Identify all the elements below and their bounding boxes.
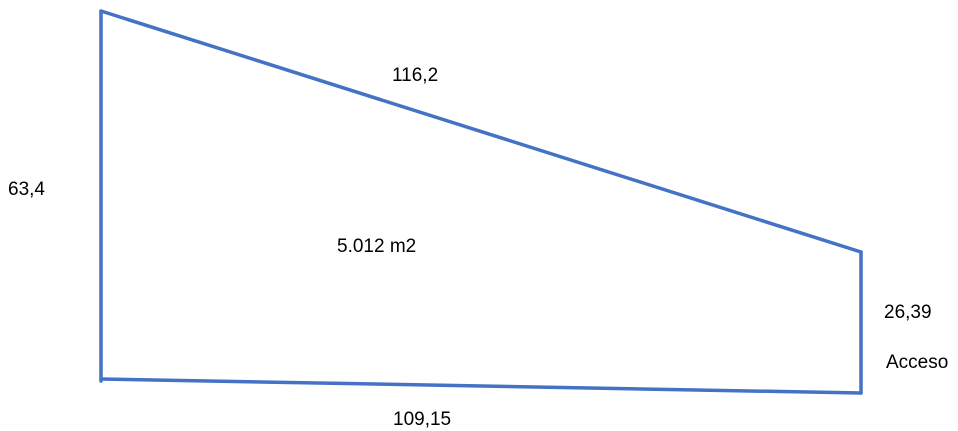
plot-outline [99, 9, 863, 395]
side-bottom-length-label: 109,15 [393, 409, 451, 430]
plot-side-top [99, 9, 863, 254]
side-right-length-label: 26,39 [884, 302, 932, 323]
area-label: 5.012 m2 [337, 236, 416, 257]
access-label: Acceso [886, 352, 948, 373]
side-left-length-label: 63,4 [8, 179, 45, 200]
side-top-length-label: 116,2 [392, 65, 438, 86]
plot-side-bottom [99, 377, 863, 395]
